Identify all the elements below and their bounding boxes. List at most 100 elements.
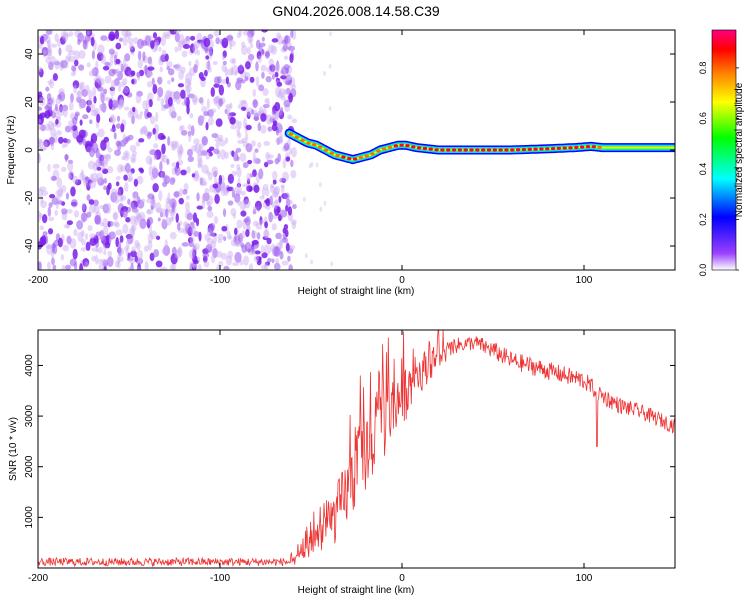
noise-blob	[140, 126, 148, 135]
noise-blob	[188, 213, 193, 221]
noise-blob	[283, 192, 290, 200]
noise-blob	[146, 80, 153, 88]
noise-blob	[247, 248, 252, 253]
noise-blob	[160, 171, 166, 178]
noise-blob	[251, 108, 255, 115]
noise-blob	[207, 109, 214, 117]
noise-blob	[218, 98, 224, 107]
noise-blob	[242, 161, 249, 169]
noise-blob	[70, 186, 76, 197]
noise-blob	[171, 210, 175, 221]
noise-blob	[49, 194, 56, 199]
spectrogram-y-tick-label: -20	[24, 190, 35, 205]
noise-blob	[126, 234, 134, 245]
noise-blob	[95, 74, 101, 79]
noise-blob	[102, 203, 110, 214]
noise-blob	[38, 43, 43, 49]
noise-blob	[280, 208, 286, 217]
noise-blob	[97, 177, 105, 186]
noise-blob	[128, 175, 134, 182]
noise-blob	[74, 59, 79, 67]
noise-blob	[237, 177, 241, 187]
noise-blob	[38, 139, 44, 150]
noise-blob	[186, 104, 190, 115]
noise-blob	[56, 130, 62, 136]
noise-blob	[201, 106, 208, 113]
noise-blob	[53, 196, 61, 205]
noise-blob	[239, 152, 247, 162]
noise-blob	[245, 229, 250, 238]
noise-blob	[98, 153, 102, 164]
noise-blob	[77, 231, 84, 242]
noise-blob	[119, 165, 126, 172]
noise-blob	[139, 168, 145, 174]
noise-blob	[199, 97, 203, 104]
noise-blob	[52, 163, 60, 169]
noise-blob	[132, 191, 139, 199]
noise-blob	[230, 239, 237, 247]
noise-blob	[114, 221, 119, 227]
noise-blob	[261, 30, 268, 33]
colorbar-gradient	[712, 30, 736, 270]
noise-blob	[139, 111, 144, 116]
noise-blob	[270, 183, 275, 189]
noise-blob	[180, 66, 186, 74]
noise-blob	[54, 209, 59, 216]
noise-blob	[120, 63, 124, 73]
noise-blob	[148, 71, 154, 77]
noise-blob	[200, 115, 205, 120]
noise-blob	[47, 80, 53, 85]
noise-blob	[213, 30, 220, 37]
noise-blob	[117, 163, 124, 173]
noise-blob	[291, 118, 298, 124]
noise-blob	[173, 93, 177, 103]
noise-blob	[118, 37, 124, 42]
noise-blob	[247, 159, 253, 165]
noise-blob	[255, 39, 261, 50]
noise-blob	[276, 139, 284, 144]
noise-blob	[219, 139, 226, 147]
track-hotspot	[585, 145, 591, 149]
noise-blob	[192, 96, 198, 106]
noise-blob	[71, 65, 76, 72]
noise-blob	[166, 158, 170, 165]
track-hotspot	[521, 147, 527, 152]
noise-blob	[38, 188, 44, 198]
noise-blob	[176, 247, 183, 257]
noise-blob	[115, 175, 121, 181]
noise-blob	[251, 230, 256, 239]
noise-blob	[234, 193, 241, 203]
noise-blob	[235, 119, 240, 127]
noise-blob	[49, 78, 55, 89]
noise-blob	[68, 49, 76, 56]
noise-blob	[173, 191, 180, 198]
noise-blob	[46, 40, 52, 45]
noise-blob	[109, 220, 114, 227]
track-hotspot	[527, 147, 532, 151]
noise-blob	[211, 166, 219, 177]
noise-blob	[124, 182, 129, 193]
noise-blob	[197, 153, 203, 164]
noise-blob	[170, 140, 174, 148]
noise-blob	[119, 235, 124, 243]
noise-blob	[103, 225, 109, 235]
noise-blob	[217, 134, 224, 142]
noise-blob	[120, 195, 127, 201]
noise-blob	[136, 90, 143, 97]
noise-blob	[38, 118, 42, 124]
noise-blob	[207, 66, 212, 73]
noise-blob	[47, 261, 51, 270]
noise-blob	[167, 97, 173, 107]
track-hotspot	[446, 148, 451, 152]
noise-blob	[115, 42, 122, 50]
noise-blob	[102, 65, 110, 71]
snr-y-ticks: 1000 2000 3000 4000	[24, 354, 675, 528]
noise-blob	[51, 242, 55, 253]
noise-blob	[226, 231, 231, 240]
noise-blob	[100, 139, 107, 151]
noise-blob	[98, 263, 104, 270]
noise-blob	[256, 205, 261, 212]
noise-blob	[155, 202, 162, 213]
noise-blob	[179, 125, 183, 132]
